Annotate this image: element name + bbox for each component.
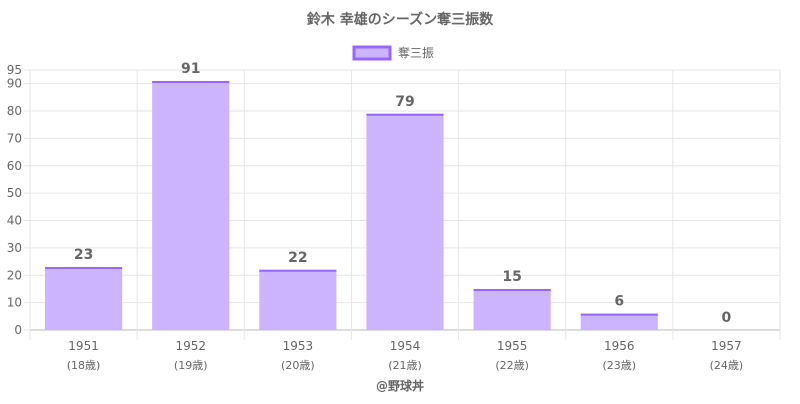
bar-value-label: 23 [74, 247, 93, 263]
bars: 23 91 22 79 15 6 0 [45, 61, 732, 331]
chart-footer: @野球丼 [376, 378, 424, 393]
legend-label: 奪三振 [398, 45, 434, 60]
y-tick-label: 10 [7, 296, 22, 310]
bar[interactable] [366, 113, 444, 330]
bar-value-label: 22 [288, 250, 307, 266]
y-tick-label: 90 [7, 77, 22, 91]
legend-swatch[interactable] [352, 45, 392, 61]
x-tick-sublabel: (20歳) [281, 359, 315, 372]
bar-value-label: 79 [395, 94, 414, 110]
y-tick-label: 70 [7, 131, 22, 145]
x-tick-label: 1951 [68, 339, 99, 353]
y-tick-label: 50 [7, 186, 22, 200]
x-tick-sublabel: (18歳) [67, 359, 101, 372]
x-tick-label: 1955 [497, 339, 528, 353]
x-tick-label: 1952 [175, 339, 206, 353]
bar-value-label: 0 [722, 310, 732, 326]
y-tick-label: 20 [7, 268, 22, 282]
y-tick-label: 80 [7, 104, 22, 118]
bar[interactable] [152, 80, 230, 331]
bar[interactable] [259, 269, 337, 330]
bar[interactable] [473, 288, 551, 330]
bar-value-label: 15 [502, 269, 521, 285]
x-tick-sublabel: (19歳) [174, 359, 208, 372]
bar-value-label: 6 [614, 294, 624, 310]
x-tick-label: 1954 [390, 339, 421, 353]
y-tick-label: 95 [7, 63, 22, 77]
x-tick-label: 1956 [604, 339, 635, 353]
legend[interactable]: 奪三振 [352, 45, 434, 61]
y-tick-label: 40 [7, 214, 22, 228]
y-tick-label: 0 [14, 323, 22, 337]
x-axis-ticks: 1951 (18歳) 1952 (19歳) 1953 (20歳) 1954 (21歳) 1955… [67, 339, 743, 372]
y-tick-label: 30 [7, 241, 22, 255]
x-tick-sublabel: (21歳) [388, 359, 422, 372]
x-tick-label: 1957 [711, 339, 742, 353]
x-tick-sublabel: (24歳) [710, 359, 744, 372]
bar[interactable] [580, 313, 658, 330]
x-tick-sublabel: (23歳) [602, 359, 636, 372]
y-tick-label: 60 [7, 159, 22, 173]
x-tick-sublabel: (22歳) [495, 359, 529, 372]
x-tick-label: 1953 [283, 339, 314, 353]
bar-value-label: 91 [181, 61, 200, 77]
chart-title: 鈴木 幸雄のシーズン奪三振数 [307, 11, 494, 28]
bar[interactable] [45, 267, 123, 330]
